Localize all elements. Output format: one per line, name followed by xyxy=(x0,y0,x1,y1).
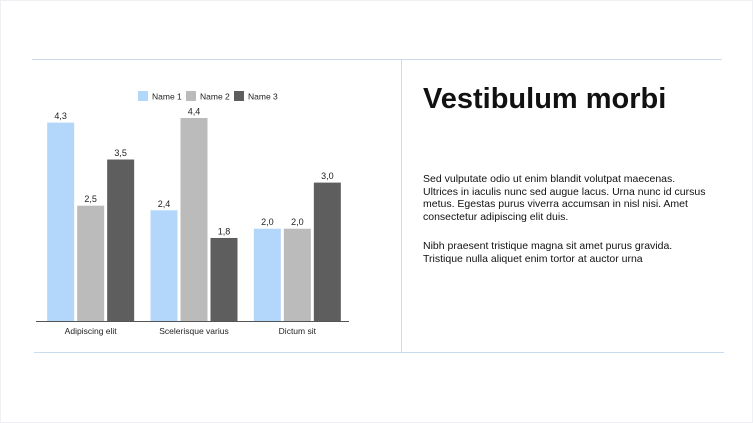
slide-title: Vestibulum morbi xyxy=(423,83,667,115)
category-label-1: Adipiscing elit xyxy=(65,326,118,336)
bar-chart: Name 1 Name 2 Name 3 4,3 2,5 3,5 2,4 4,4 1,8 2,0… xyxy=(36,91,349,336)
value-label-1-3: 2,0 xyxy=(261,217,274,227)
body-paragraph-1: Sed vulputate odio ut enim blandit volut… xyxy=(423,173,706,223)
bar-2-3 xyxy=(283,228,311,321)
value-label-2-2: 4,4 xyxy=(188,107,201,117)
bar-3-1 xyxy=(107,159,135,321)
chart-bars xyxy=(47,118,341,321)
value-label-2-1: 2,5 xyxy=(84,194,97,204)
legend-swatch-1 xyxy=(138,91,148,101)
column-divider xyxy=(401,59,402,353)
body-paragraph-2: Nibh praesent tristique magna sit amet p… xyxy=(423,240,673,265)
chart-category-labels: Adipiscing elit Scelerisque varius Dictum … xyxy=(65,326,317,336)
bar-2-1 xyxy=(77,205,105,321)
bar-3-3 xyxy=(313,182,341,321)
chart-value-labels: 4,3 2,5 3,5 2,4 4,4 1,8 2,0 2,0 3,0 xyxy=(54,107,333,237)
legend-label-3: Name 3 xyxy=(248,92,278,102)
legend-label-1: Name 1 xyxy=(152,92,182,102)
value-label-2-3: 2,0 xyxy=(291,217,304,227)
category-label-3: Dictum sit xyxy=(279,326,317,336)
value-label-3-1: 3,5 xyxy=(114,148,127,158)
bar-1-2 xyxy=(150,210,178,321)
value-label-3-3: 3,0 xyxy=(321,171,334,181)
category-label-2: Scelerisque varius xyxy=(159,326,228,336)
bar-2-2 xyxy=(180,118,208,321)
value-label-1-2: 2,4 xyxy=(158,199,171,209)
bottom-divider xyxy=(34,352,724,353)
bar-1-1 xyxy=(47,122,75,321)
value-label-1-1: 4,3 xyxy=(54,111,67,121)
bar-3-2 xyxy=(210,237,238,321)
bar-1-3 xyxy=(253,228,281,321)
value-label-3-2: 1,8 xyxy=(218,226,231,236)
legend-swatch-2 xyxy=(186,91,196,101)
legend-label-2: Name 2 xyxy=(200,92,230,102)
top-divider xyxy=(32,59,722,60)
chart-legend: Name 1 Name 2 Name 3 xyxy=(138,91,278,102)
legend-swatch-3 xyxy=(234,91,244,101)
